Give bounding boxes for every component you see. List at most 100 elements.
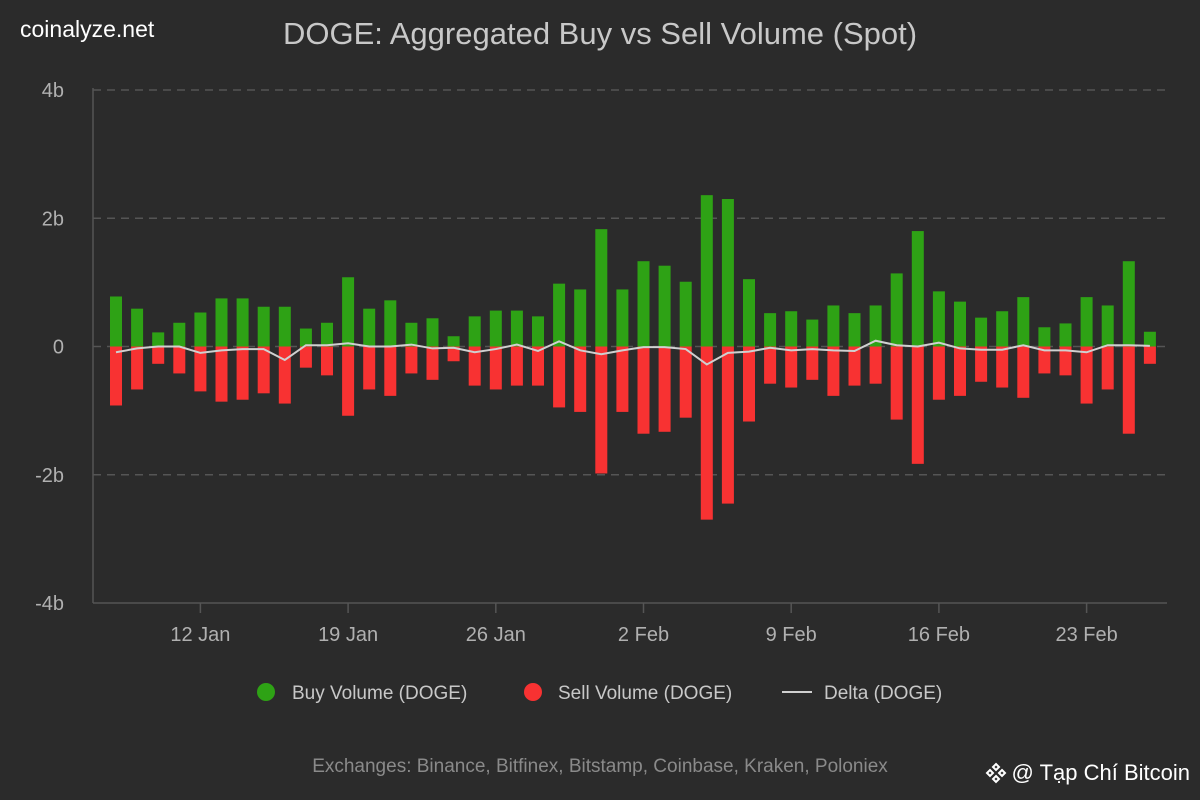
buy-volume-bar	[764, 313, 777, 347]
sell-volume-bar	[278, 346, 291, 404]
buy-volume-bar	[954, 301, 966, 347]
sell-volume-bar	[574, 346, 587, 412]
buy-volume-bar	[426, 318, 439, 347]
buy-volume-bar	[1038, 327, 1051, 347]
buy-volume-bar	[806, 319, 819, 347]
sell-volume-bar	[679, 346, 692, 418]
y-tick-label: -2b	[35, 465, 64, 487]
buy-volume-bar	[236, 298, 249, 347]
sell-volume-bar	[553, 346, 566, 408]
sell-volume-bar	[363, 346, 376, 390]
buy-volume-bar	[911, 231, 924, 347]
brand-logo-text[interactable]: coinalyze.net	[20, 16, 155, 42]
buy-volume-bar	[131, 308, 144, 347]
x-tick-label: 26 Jan	[466, 624, 526, 646]
buy-volume-bar	[342, 277, 355, 347]
sell-volume-bar	[173, 346, 186, 374]
sell-volume-bar	[510, 346, 523, 386]
y-tick-label: 4b	[42, 80, 64, 102]
buy-volume-bar	[595, 229, 608, 347]
buy-volume-bar	[616, 289, 629, 347]
sell-volume-bar	[110, 346, 122, 406]
buy-volume-bar	[489, 310, 502, 347]
buy-volume-bar	[468, 316, 481, 347]
sell-volume-bar	[1038, 346, 1051, 374]
sell-volume-bar	[932, 346, 945, 400]
sell-volume-bar	[637, 346, 650, 434]
buy-volume-bar	[363, 308, 376, 347]
y-tick-label: 2b	[42, 208, 64, 230]
sell-volume-bar	[764, 346, 777, 384]
sell-volume-bar	[321, 346, 333, 376]
buy-volume-bar	[996, 311, 1009, 347]
sell-volume-bar	[426, 346, 439, 380]
sell-volume-bar	[658, 346, 671, 432]
x-tick-label: 9 Feb	[766, 624, 817, 646]
buy-volume-bar	[215, 298, 228, 347]
buy-volume-bar	[700, 195, 713, 347]
buy-volume-bar	[679, 281, 692, 347]
buy-volume-bar	[510, 310, 523, 347]
sell-volume-bar	[1059, 346, 1072, 376]
buy-volume-bar	[1080, 297, 1093, 347]
sell-volume-bar	[721, 346, 734, 504]
watermark: @ Tạp Chí Bitcoin	[984, 760, 1190, 786]
sell-volume-bar	[215, 346, 228, 402]
buy-volume-bar	[405, 322, 418, 347]
sell-volume-bar	[152, 346, 165, 364]
buy-volume-bar	[553, 283, 566, 347]
buy-volume-bar	[637, 261, 650, 347]
buy-volume-bar	[447, 336, 460, 347]
y-tick-label: 0	[53, 337, 64, 359]
x-tick-label: 19 Jan	[318, 624, 378, 646]
buy-volume-bar	[1059, 323, 1072, 347]
binance-logo-icon	[985, 762, 1006, 784]
sell-volume-bar	[1101, 346, 1114, 390]
delta-line	[115, 339, 1150, 366]
buy-volume-bar	[827, 305, 840, 347]
sell-volume-bar	[342, 346, 355, 416]
buy-volume-bar	[890, 273, 903, 347]
sell-volume-bar	[954, 346, 966, 396]
buy-volume-bar	[384, 300, 397, 347]
x-tick-label: 23 Feb	[1055, 624, 1117, 646]
buy-volume-bar	[975, 317, 988, 347]
sell-volume-bar	[447, 346, 460, 362]
sell-volume-bar	[384, 346, 397, 396]
legend-delta-label: Delta (DOGE)	[824, 683, 942, 704]
buy-volume-bar	[1122, 261, 1135, 347]
sell-volume-bar	[975, 346, 988, 382]
sell-volume-bar	[131, 346, 144, 390]
buy-volume-bar	[1101, 305, 1114, 347]
sell-volume-bar	[489, 346, 502, 390]
buy-volume-bar	[152, 332, 165, 347]
sell-volume-bar	[257, 346, 270, 394]
buy-volume-bar	[257, 306, 270, 347]
sell-volume-bar	[996, 346, 1009, 388]
legend-sell-marker-icon	[524, 683, 542, 701]
sell-volume-bar	[785, 346, 798, 388]
sell-volume-bar	[911, 346, 924, 464]
sell-volume-bar	[405, 346, 418, 374]
sell-volume-bar	[468, 346, 481, 386]
x-tick-label: 12 Jan	[170, 624, 230, 646]
sell-volume-bar	[299, 346, 312, 368]
legend-buy-marker-icon	[257, 683, 275, 701]
sell-volume-bar	[848, 346, 861, 386]
sell-volume-bar	[806, 346, 819, 380]
buy-volume-bar	[574, 289, 587, 347]
buy-volume-bar	[532, 316, 544, 347]
buy-volume-bar	[743, 279, 755, 347]
buy-volume-bar	[932, 291, 945, 347]
sell-volume-bar	[532, 346, 544, 386]
sell-volume-bar	[1080, 346, 1093, 404]
buy-volume-bar	[110, 296, 122, 347]
buy-volume-bar	[194, 312, 207, 347]
buy-volume-bar	[1143, 331, 1156, 347]
buy-volume-bar	[278, 306, 291, 347]
sell-volume-bar	[827, 346, 840, 396]
sell-volume-bar	[595, 346, 608, 474]
y-tick-label: -4b	[35, 593, 64, 615]
sell-volume-bar	[1122, 346, 1135, 434]
